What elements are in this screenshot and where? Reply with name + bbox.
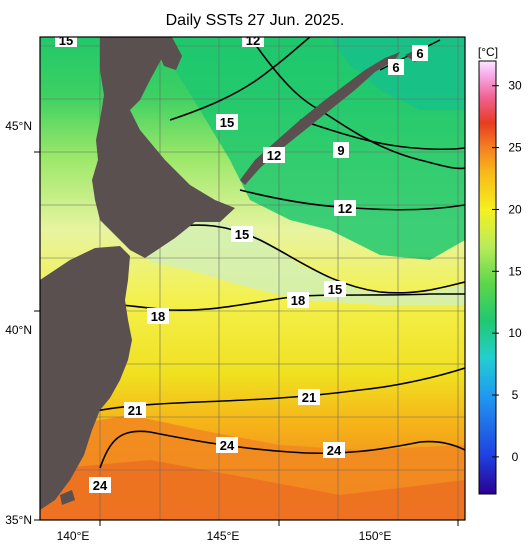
contour-label: 12: [267, 148, 281, 163]
warmest-water-region: [40, 460, 465, 520]
contour-label: 15: [220, 115, 234, 130]
contour-label: 24: [327, 443, 342, 458]
cold-tongue-region: [140, 215, 465, 305]
colorbar-tick-label: 5: [512, 388, 519, 402]
contour-label: 6: [416, 46, 423, 61]
colorbar-tick-label: 25: [508, 141, 522, 155]
isotherm-9: [299, 119, 465, 151]
colorbar-tick-label: 10: [508, 326, 522, 340]
contour-label: 6: [392, 60, 399, 75]
sakhalin: [150, 37, 182, 70]
lon-label-145: 145°E: [207, 529, 240, 543]
colorbar-gradient: [478, 60, 497, 495]
isotherm-15: [159, 224, 465, 294]
colorbar: [°C] 0 5 10 15 20 25 30: [478, 45, 522, 495]
contour-label: 18: [151, 309, 165, 324]
isotherm-12: [249, 37, 465, 170]
colorbar-tick-label: 15: [508, 264, 522, 278]
honshu: [40, 246, 132, 510]
kuril-islands: [240, 52, 400, 185]
lat-label-35: 35°N: [5, 513, 32, 527]
landmass: [40, 37, 428, 510]
contour-label: 15: [328, 282, 342, 297]
map-frame: [39, 36, 466, 521]
map-title: Daily SSTs 27 Jun. 2025.: [165, 12, 345, 29]
isotherm-15-north: [169, 37, 311, 121]
contour-label: 12: [338, 201, 352, 216]
axis-ticks: [34, 151, 459, 526]
hokkaido: [92, 37, 235, 258]
lon-label-140: 140°E: [57, 529, 90, 543]
contour-label: 24: [93, 478, 108, 493]
contour-label: 15: [235, 227, 249, 242]
contour-label: 21: [302, 390, 316, 405]
colorbar-unit: [°C]: [478, 45, 498, 59]
lat-label-45: 45°N: [5, 119, 32, 133]
colorbar-tick-label: 30: [508, 79, 522, 93]
lon-label-150: 150°E: [359, 529, 392, 543]
colorbar-tick-label: 20: [508, 202, 522, 216]
southern-island: [60, 490, 75, 505]
contour-labels: 15 12 6 6 15 12 9 12 15 15 18 18 21: [55, 33, 428, 493]
contour-label: 15: [59, 33, 73, 48]
lat-label-40: 40°N: [5, 323, 32, 337]
contour-label: 24: [220, 438, 235, 453]
isotherm-24: [99, 430, 465, 469]
contour-label: 9: [337, 143, 344, 158]
contour-label: 21: [128, 403, 142, 418]
colorbar-tick-label: 0: [512, 450, 519, 464]
contour-label: 18: [291, 293, 305, 308]
contour-label: 12: [246, 33, 260, 48]
